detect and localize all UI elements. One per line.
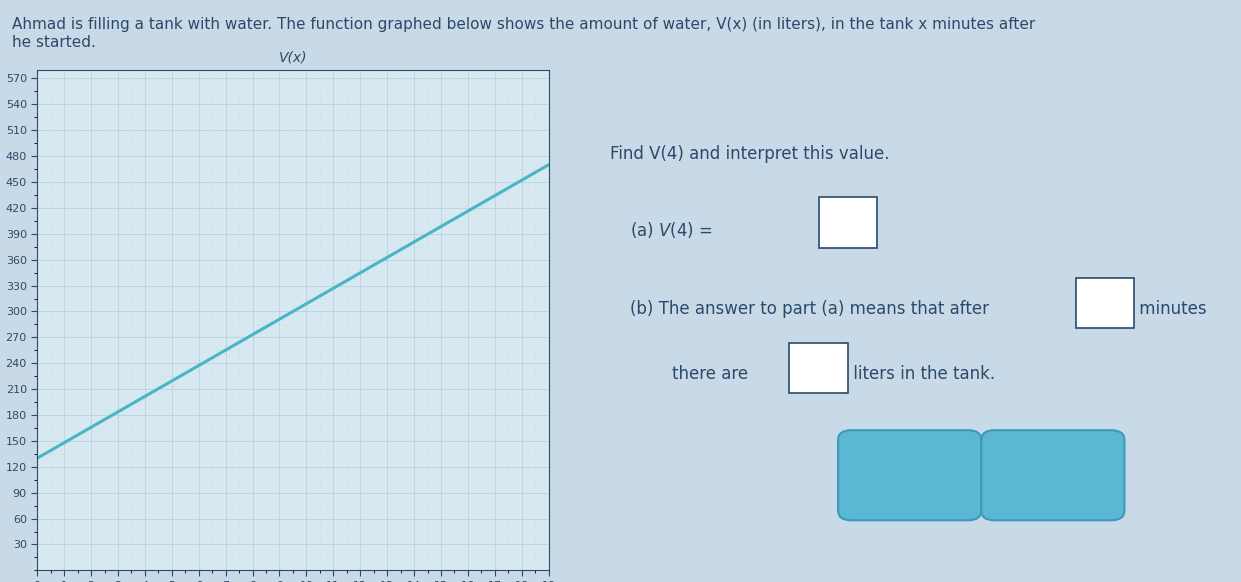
Text: liters in the tank.: liters in the tank. [848,365,995,383]
Text: Ahmad is filling a tank with water. The function graphed below shows the amount : Ahmad is filling a tank with water. The … [12,17,1036,50]
FancyBboxPatch shape [1076,278,1134,328]
Text: minutes: minutes [1134,300,1206,318]
Text: Find V(4) and interpret this value.: Find V(4) and interpret this value. [611,145,890,163]
Text: there are: there are [673,365,753,383]
Text: (a) $V$(4) =: (a) $V$(4) = [629,220,715,240]
FancyBboxPatch shape [982,430,1124,520]
Text: (b) The answer to part (a) means that after: (b) The answer to part (a) means that af… [629,300,994,318]
Text: ×: × [900,465,920,485]
FancyBboxPatch shape [789,343,848,393]
Text: V(x): V(x) [279,51,308,65]
Text: ↺: ↺ [1044,465,1062,485]
FancyBboxPatch shape [819,197,877,247]
FancyBboxPatch shape [838,430,982,520]
